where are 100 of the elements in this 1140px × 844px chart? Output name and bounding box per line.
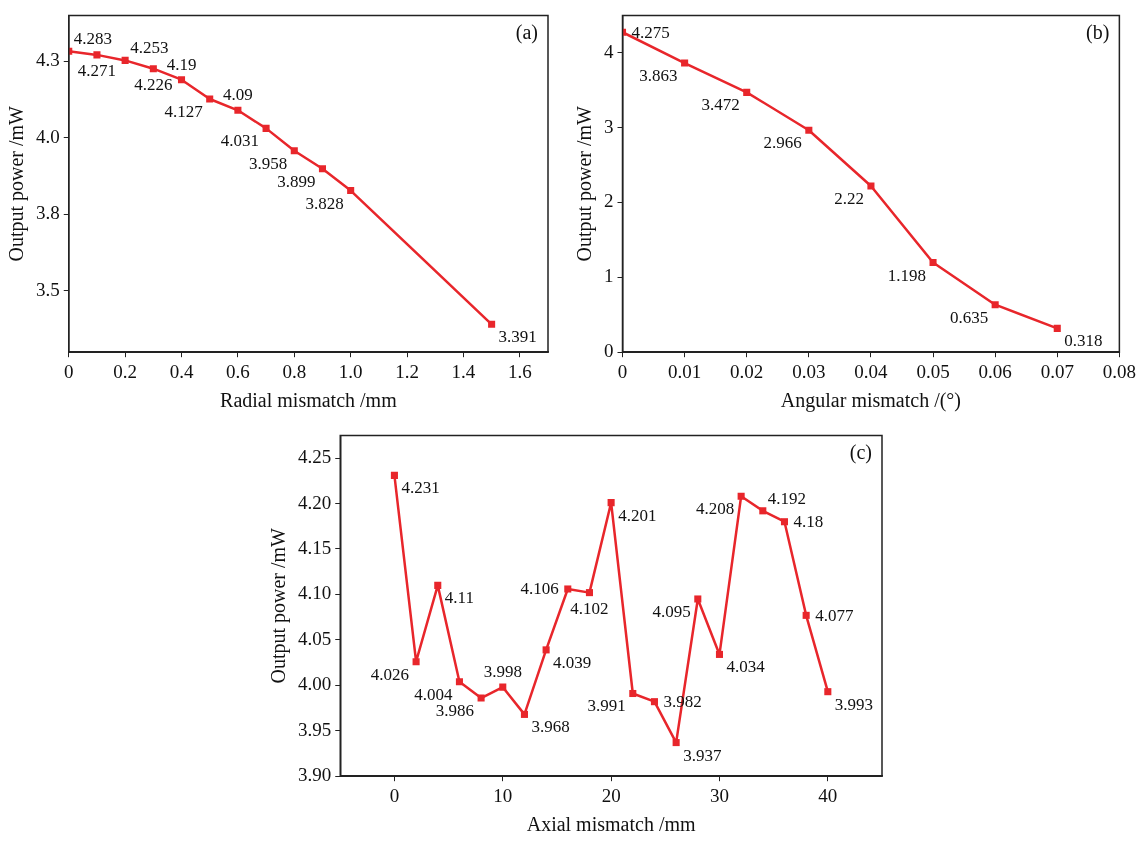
y-tick-label: 4.25 (298, 446, 332, 468)
point (672, 739, 680, 747)
x-axis-title: Angular mismatch /(°) (780, 389, 962, 413)
data-label: 4.19 (166, 54, 197, 74)
point (488, 320, 496, 328)
x-tick-label: 10 (493, 784, 513, 806)
data-label: 4.095 (652, 601, 691, 621)
x-tick-label: 40 (818, 784, 838, 806)
x-axis-title: Axial mismatch /mm (526, 813, 696, 836)
x-tick-label: 0.6 (226, 360, 250, 382)
point (177, 76, 186, 84)
data-label: 3.863 (639, 66, 678, 86)
y-tick-label: 4 (604, 40, 614, 62)
annotation: (a) (515, 20, 538, 44)
x-tick-label: 1.6 (507, 360, 532, 382)
data-label: 3.968 (531, 717, 570, 737)
point (629, 689, 637, 698)
point (694, 595, 702, 603)
data-label: 2.966 (763, 133, 802, 153)
y-tick-label: 4.0 (36, 125, 60, 147)
data-label: 4.275 (631, 22, 670, 42)
data-label: 3.899 (277, 171, 316, 191)
point (650, 698, 658, 706)
x-tick-label: 0.08 (1102, 360, 1136, 382)
point (121, 56, 129, 64)
x-tick-label: 20 (601, 784, 621, 806)
point (290, 147, 298, 155)
point (434, 581, 442, 589)
point (780, 518, 789, 526)
point (564, 585, 572, 593)
point (206, 95, 214, 103)
data-label: 4.026 (370, 664, 410, 684)
y-tick-label: 3.8 (36, 202, 60, 224)
data-label: 4.127 (164, 101, 204, 121)
x-tick-label: 30 (709, 784, 729, 806)
data-label: 4.031 (220, 131, 260, 151)
data-label: 3.828 (305, 193, 344, 213)
data-label: 0.318 (1064, 331, 1103, 351)
y-tick-label: 4.10 (298, 582, 332, 604)
y-tick-label: 0 (604, 340, 614, 362)
data-label: 4.077 (815, 605, 854, 625)
data-label: 4.231 (401, 478, 440, 498)
y-tick-label: 4.3 (36, 49, 60, 71)
point (759, 507, 767, 515)
data-label: 3.391 (498, 327, 537, 347)
x-tick-label: 0.4 (169, 360, 194, 382)
point (715, 650, 724, 658)
point (390, 471, 398, 479)
point (520, 710, 528, 718)
x-tick-label: 0.01 (667, 360, 702, 382)
point (802, 611, 810, 619)
y-tick-label: 4.00 (298, 673, 332, 695)
point (234, 106, 242, 114)
data-label: 3.998 (483, 662, 522, 682)
y-tick-label: 4.15 (298, 536, 332, 558)
x-tick-label: 0 (389, 784, 400, 806)
y-axis-title: Output power /mW (267, 527, 291, 684)
x-tick-label: 1.0 (338, 360, 363, 382)
x-tick-label: 0.03 (792, 360, 826, 382)
x-tick-label: 0.2 (113, 360, 138, 382)
x-tick-label: 0 (64, 360, 74, 382)
y-tick-label: 3.5 (36, 278, 60, 300)
x-tick-label: 0.04 (854, 360, 889, 382)
annotation: (c) (849, 440, 872, 464)
data-label: 4.283 (73, 29, 112, 49)
x-tick-label: 0.05 (916, 360, 950, 382)
y-axis-title: Output power /mW (5, 105, 29, 262)
data-label: 4.039 (553, 652, 592, 672)
y-tick-label: 4.05 (298, 627, 332, 649)
point (412, 658, 420, 666)
point (455, 678, 463, 686)
data-label: 4.004 (414, 684, 453, 704)
data-label: 4.201 (618, 505, 657, 525)
data-label: 3.958 (249, 153, 288, 173)
x-tick-label: 0.02 (730, 360, 764, 382)
point (805, 126, 813, 134)
y-tick-label: 2 (604, 190, 614, 212)
point (347, 187, 355, 195)
data-label: 4.271 (77, 60, 117, 80)
annotation: (b) (1086, 20, 1110, 44)
data-label: 0.635 (949, 307, 989, 327)
point (991, 301, 999, 309)
data-label: 4.226 (134, 74, 173, 94)
point (929, 259, 937, 267)
point (824, 688, 832, 696)
data-label: 4.034 (726, 657, 766, 677)
point (681, 59, 689, 67)
point (737, 492, 745, 500)
point (93, 51, 101, 59)
y-tick-label: 3.95 (298, 718, 332, 740)
x-tick-label: 0.06 (978, 360, 1012, 382)
data-label: 3.986 (435, 701, 475, 721)
data-label: 3.991 (587, 696, 626, 716)
point (743, 88, 751, 96)
data-label: 3.937 (683, 745, 722, 765)
y-tick-label: 3 (604, 115, 614, 137)
x-axis-title: Radial mismatch /mm (220, 389, 398, 412)
x-tick-label: 0.8 (282, 360, 307, 382)
data-label: 4.106 (520, 579, 559, 599)
data-label: 2.22 (834, 189, 864, 209)
